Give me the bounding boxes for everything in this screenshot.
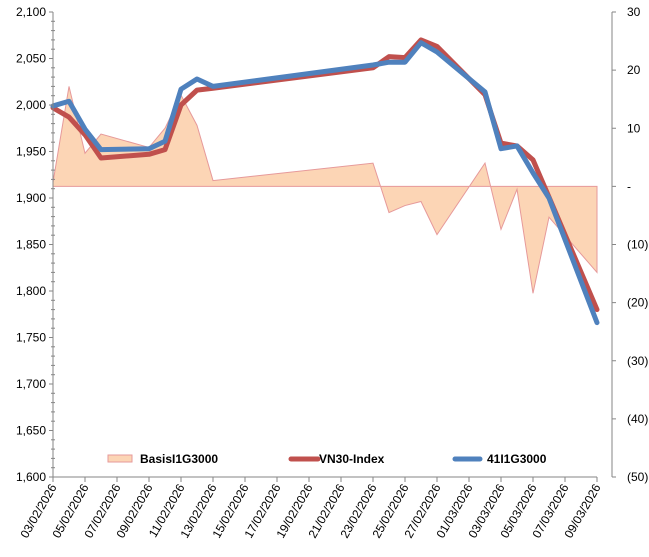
right-tick-label: - — [627, 179, 631, 193]
legend: BasisI1G3000 VN30-Index 41I1G3000 — [107, 452, 547, 466]
left-tick-label: 2,050 — [16, 52, 46, 66]
right-tick-label: (50) — [627, 470, 648, 484]
left-tick-label: 1,900 — [16, 191, 46, 205]
legend-label-41i1g3000: 41I1G3000 — [487, 452, 547, 466]
right-tick-label: (40) — [627, 412, 648, 426]
left-tick-label: 1,800 — [16, 284, 46, 298]
left-tick-label: 2,100 — [16, 5, 46, 19]
left-tick-label: 1,600 — [16, 470, 46, 484]
basis-area — [52, 86, 598, 294]
left-tick-label: 1,700 — [16, 377, 46, 391]
legend-label-basis: BasisI1G3000 — [140, 452, 218, 466]
right-tick-label: 20 — [627, 63, 641, 77]
series-line-41i1g3000 — [50, 40, 600, 326]
left-tick-label: 1,650 — [16, 424, 46, 438]
right-tick-label: (10) — [627, 238, 648, 252]
right-tick-label: (20) — [627, 296, 648, 310]
left-tick-label: 2,000 — [16, 98, 46, 112]
left-tick-label: 1,950 — [16, 145, 46, 159]
basis-area-layer — [52, 86, 598, 294]
legend-swatch-basis — [107, 454, 133, 463]
left-tick-label: 1,750 — [16, 331, 46, 345]
right-tick-label: 30 — [627, 5, 641, 19]
left-tick-label: 1,850 — [16, 238, 46, 252]
legend-label-vn30: VN30-Index — [319, 452, 385, 466]
right-tick-label: (30) — [627, 354, 648, 368]
lines-layer — [50, 37, 600, 326]
right-tick-label: 10 — [627, 121, 641, 135]
